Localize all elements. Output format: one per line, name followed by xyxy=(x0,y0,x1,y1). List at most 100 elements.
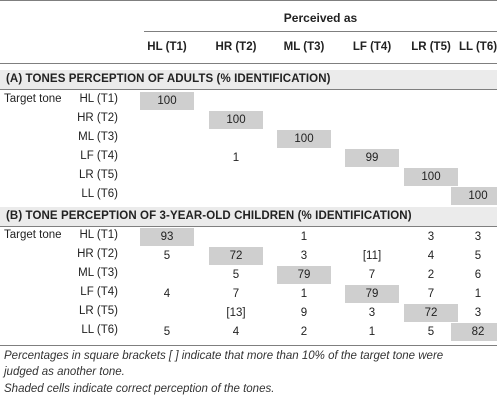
column-header: HL (T1) xyxy=(147,41,187,53)
table-row: Target tone HL (T1) 100 xyxy=(0,91,497,110)
correct-cell: 93 xyxy=(140,228,194,246)
table-cell xyxy=(140,149,194,167)
table-cell: 7 xyxy=(232,288,240,300)
correct-cell: 82 xyxy=(451,323,497,341)
top-rule xyxy=(0,0,497,1)
correct-cell: 100 xyxy=(140,92,194,110)
table-cell xyxy=(404,92,458,110)
table-cell xyxy=(451,111,497,129)
row-tone-label: LL (T6) xyxy=(81,324,118,336)
row-tone-label: ML (T3) xyxy=(78,131,118,143)
table-cell: 2 xyxy=(427,269,435,281)
table-cell: [13] xyxy=(226,307,246,319)
bottom-rule xyxy=(0,345,497,346)
table-cell: 3 xyxy=(474,231,482,243)
row-tone-label: HL (T1) xyxy=(79,229,118,241)
table-cell xyxy=(140,266,194,284)
correct-cell: 100 xyxy=(404,168,458,186)
table-cell xyxy=(140,168,194,186)
table-cell xyxy=(277,111,331,129)
row-tone-label: HR (T2) xyxy=(77,112,118,124)
perceived-rule xyxy=(144,31,497,32)
table-cell xyxy=(140,187,194,205)
row-tone-label: LF (T4) xyxy=(80,150,118,162)
table-cell: 9 xyxy=(300,307,308,319)
column-header: ML (T3) xyxy=(283,41,325,53)
table-cell: 3 xyxy=(474,307,482,319)
table-cell xyxy=(140,130,194,148)
column-header: HR (T2) xyxy=(215,41,257,53)
table-cell: 3 xyxy=(368,307,376,319)
column-header: LL (T6) xyxy=(458,41,497,53)
table-cell xyxy=(277,92,331,110)
row-tone-label: ML (T3) xyxy=(78,267,118,279)
table-row: LL (T6) 5 4 2 1 5 82 xyxy=(0,322,497,341)
footnote-brackets: Percentages in square brackets [ ] indic… xyxy=(4,350,444,362)
table-cell: 5 xyxy=(474,250,482,262)
column-header: LF (T4) xyxy=(352,41,392,53)
target-tone-label: Target tone xyxy=(4,229,62,241)
correct-cell: 100 xyxy=(209,111,263,129)
table-row: LR (T5) [13] 9 3 72 3 xyxy=(0,303,497,322)
table-cell xyxy=(345,187,399,205)
correct-cell: 79 xyxy=(277,266,331,284)
footnote-shaded: Shaded cells indicate correct perception… xyxy=(4,383,275,395)
correct-cell: 100 xyxy=(277,130,331,148)
table-row: Target tone HL (T1) 93 1 3 3 xyxy=(0,227,497,246)
table-cell xyxy=(140,304,194,322)
table-row: HR (T2) 100 xyxy=(0,110,497,129)
table-cell xyxy=(404,130,458,148)
row-tone-label: LF (T4) xyxy=(80,286,118,298)
table-cell xyxy=(345,168,399,186)
table-cell xyxy=(277,168,331,186)
table-cell: 5 xyxy=(232,269,240,281)
correct-cell: 79 xyxy=(345,285,399,303)
table-cell: 1 xyxy=(232,152,240,164)
table-row: LF (T4) 1 99 xyxy=(0,148,497,167)
table-row: LF (T4) 4 7 1 79 7 1 xyxy=(0,284,497,303)
table-cell xyxy=(277,149,331,167)
table-cell xyxy=(404,149,458,167)
footnote-brackets-cont: judged as another tone. xyxy=(4,366,125,378)
table-cell: [11] xyxy=(362,250,382,262)
table-cell xyxy=(404,111,458,129)
table-cell: 1 xyxy=(368,326,376,338)
table-row: LL (T6) 100 xyxy=(0,186,497,205)
section-a-banner: (A) TONES PERCEPTION OF ADULTS (% IDENTI… xyxy=(0,70,497,89)
table-cell: 7 xyxy=(427,288,435,300)
table-cell: 2 xyxy=(300,326,308,338)
table-cell xyxy=(345,130,399,148)
row-tone-label: LR (T5) xyxy=(79,305,118,317)
table-cell xyxy=(451,168,497,186)
target-tone-label: Target tone xyxy=(4,93,62,105)
table-cell xyxy=(345,92,399,110)
correct-cell: 72 xyxy=(209,247,263,265)
table-cell: 1 xyxy=(474,288,482,300)
table-cell: 5 xyxy=(163,326,171,338)
header-rule xyxy=(0,63,497,64)
section-b-banner: (B) TONE PERCEPTION OF 3-YEAR-OLD CHILDR… xyxy=(0,207,497,226)
table-cell xyxy=(404,187,458,205)
section-a-rule xyxy=(0,89,497,90)
table-cell xyxy=(345,111,399,129)
correct-cell: 72 xyxy=(404,304,458,322)
table-cell: 4 xyxy=(427,250,435,262)
table-cell: 6 xyxy=(474,269,482,281)
section-a-title: (A) TONES PERCEPTION OF ADULTS (% IDENTI… xyxy=(6,73,331,85)
table-cell: 5 xyxy=(427,326,435,338)
table-cell xyxy=(345,228,399,246)
column-header: LR (T5) xyxy=(411,41,451,53)
table-cell xyxy=(140,111,194,129)
row-tone-label: HL (T1) xyxy=(79,93,118,105)
table-cell xyxy=(209,130,263,148)
table-cell: 4 xyxy=(232,326,240,338)
table-cell xyxy=(209,92,263,110)
correct-cell: 99 xyxy=(345,149,399,167)
table-cell: 7 xyxy=(368,269,376,281)
table-row: HR (T2) 5 72 3 [11] 4 5 xyxy=(0,246,497,265)
table-cell: 5 xyxy=(163,250,171,262)
table-row: LR (T5) 100 xyxy=(0,167,497,186)
section-b-rule xyxy=(0,226,497,227)
table-cell: 3 xyxy=(427,231,435,243)
table-cell xyxy=(451,92,497,110)
